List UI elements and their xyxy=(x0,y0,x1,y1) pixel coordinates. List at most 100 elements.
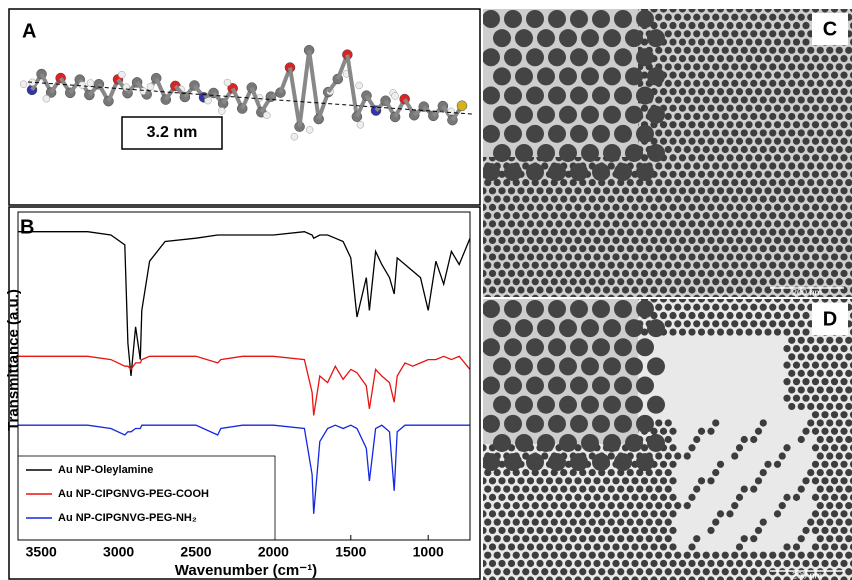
particle xyxy=(646,195,653,202)
atom xyxy=(43,95,50,102)
particle xyxy=(536,220,543,227)
particle xyxy=(579,485,586,492)
particle xyxy=(688,105,695,112)
particle xyxy=(565,510,572,517)
particle xyxy=(836,403,843,410)
particle xyxy=(665,47,672,54)
atom xyxy=(392,92,399,99)
particle xyxy=(793,253,800,260)
particle xyxy=(783,121,790,128)
particle xyxy=(826,519,833,526)
particle xyxy=(603,187,610,194)
particle xyxy=(802,138,809,145)
particle xyxy=(812,72,819,79)
particle xyxy=(679,121,686,128)
particle xyxy=(650,494,657,501)
x-axis-label: Wavenumber (cm⁻¹) xyxy=(175,562,317,579)
panel-label: D xyxy=(823,308,837,330)
particle xyxy=(769,63,776,70)
particle xyxy=(660,22,667,29)
particle xyxy=(565,270,572,277)
particle xyxy=(821,204,828,211)
particle xyxy=(821,378,828,385)
particle xyxy=(836,63,843,70)
particle xyxy=(517,543,524,550)
particle xyxy=(840,138,847,145)
particle xyxy=(684,245,691,252)
particle xyxy=(660,461,667,468)
atom xyxy=(448,108,455,115)
particle xyxy=(722,30,729,37)
particle xyxy=(660,88,667,95)
particle xyxy=(736,121,743,128)
particle xyxy=(641,560,648,567)
particle xyxy=(560,229,567,236)
particle xyxy=(802,328,809,335)
particle xyxy=(655,502,662,509)
particle xyxy=(793,121,800,128)
particle xyxy=(726,55,733,62)
particle xyxy=(807,212,814,219)
inset-particle xyxy=(493,67,511,85)
particle xyxy=(665,304,672,311)
particle xyxy=(636,212,643,219)
particle xyxy=(707,220,714,227)
particle xyxy=(693,80,700,87)
particle xyxy=(717,253,724,260)
particle xyxy=(712,419,719,426)
particle xyxy=(570,552,577,559)
particle xyxy=(679,171,686,178)
particle xyxy=(698,220,705,227)
particle xyxy=(674,278,681,285)
particle xyxy=(527,527,534,534)
particle xyxy=(726,105,733,112)
particle xyxy=(745,55,752,62)
particle xyxy=(584,237,591,244)
particle xyxy=(760,262,767,269)
particle xyxy=(836,80,843,87)
inset-particle xyxy=(526,415,544,433)
particle xyxy=(532,502,539,509)
inset-particle xyxy=(636,163,654,181)
particle xyxy=(693,179,700,186)
particle xyxy=(494,502,501,509)
particle xyxy=(674,452,681,459)
particle xyxy=(560,568,567,575)
particle xyxy=(798,212,805,219)
particle xyxy=(717,220,724,227)
particle xyxy=(698,105,705,112)
particle xyxy=(817,452,824,459)
particle xyxy=(688,55,695,62)
particle xyxy=(817,96,824,103)
particle xyxy=(707,312,714,319)
particle xyxy=(722,113,729,120)
particle xyxy=(660,510,667,517)
particle xyxy=(551,278,558,285)
particle xyxy=(536,270,543,277)
particle xyxy=(532,568,539,575)
particle xyxy=(598,485,605,492)
particle xyxy=(717,187,724,194)
particle xyxy=(636,502,643,509)
particle xyxy=(788,212,795,219)
particle xyxy=(812,527,819,534)
particle xyxy=(788,386,795,393)
particle xyxy=(760,80,767,87)
particle xyxy=(788,337,795,344)
particle xyxy=(541,469,548,476)
particle xyxy=(755,527,762,534)
particle xyxy=(513,195,520,202)
particle xyxy=(774,105,781,112)
particle xyxy=(812,121,819,128)
particle xyxy=(546,543,553,550)
particle xyxy=(717,461,724,468)
particle xyxy=(802,105,809,112)
particle xyxy=(783,444,790,451)
particle xyxy=(840,362,847,369)
particle xyxy=(821,494,828,501)
particle xyxy=(802,560,809,567)
particle xyxy=(551,229,558,236)
particle xyxy=(498,220,505,227)
particle xyxy=(508,220,515,227)
particle xyxy=(565,494,572,501)
